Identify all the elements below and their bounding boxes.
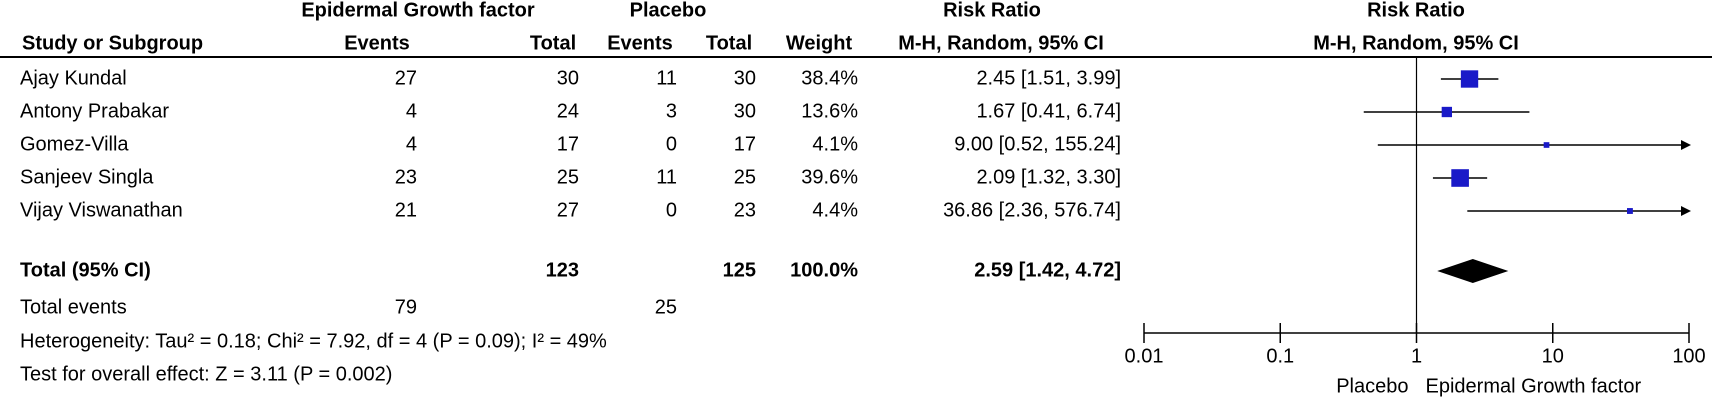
events2: 11 xyxy=(656,67,677,89)
events1: 23 xyxy=(395,166,417,188)
events1: 27 xyxy=(395,67,417,89)
events2: 11 xyxy=(656,166,677,188)
ci-arrow xyxy=(1681,206,1691,216)
events2: 0 xyxy=(666,133,677,155)
total1: 30 xyxy=(557,67,579,89)
events1: 4 xyxy=(406,133,417,155)
favours-right: Epidermal Growth factor xyxy=(1426,375,1642,397)
study-name: Sanjeev Singla xyxy=(20,166,154,188)
ci-label: 2.59 [1.42, 4.72] xyxy=(974,259,1121,281)
events1: 79 xyxy=(395,296,417,318)
weight: 4.4% xyxy=(812,199,858,221)
weight: 100.0% xyxy=(790,259,858,281)
group1-header: Epidermal Growth factor xyxy=(301,0,535,21)
effect-header: Risk Ratio xyxy=(943,0,1041,21)
weight: 13.6% xyxy=(801,100,858,122)
column-header: Study or Subgroup xyxy=(22,32,203,54)
total1: 17 xyxy=(557,133,579,155)
total-label: Total (95% CI) xyxy=(20,259,151,281)
ci-label: 36.86 [2.36, 576.74] xyxy=(943,199,1121,221)
total1: 24 xyxy=(557,100,579,122)
study-name: Ajay Kundal xyxy=(20,67,127,89)
events2: 3 xyxy=(666,100,677,122)
weight: 39.6% xyxy=(801,166,858,188)
study-square xyxy=(1441,106,1453,118)
column-header: Total xyxy=(706,32,752,54)
total-events-label: Total events xyxy=(20,296,127,318)
x-tick-label: 0.1 xyxy=(1266,345,1294,367)
column-header: M-H, Random, 95% CI xyxy=(898,32,1104,54)
total1: 25 xyxy=(557,166,579,188)
x-tick-label: 0.01 xyxy=(1125,345,1164,367)
study-square xyxy=(1451,169,1469,187)
ci-label: 2.09 [1.32, 3.30] xyxy=(976,166,1121,188)
study-square xyxy=(1627,208,1633,214)
total2: 25 xyxy=(734,166,756,188)
study-name: Antony Prabakar xyxy=(20,100,169,122)
events1: 4 xyxy=(406,100,417,122)
favours-left: Placebo xyxy=(1336,375,1408,397)
study-square xyxy=(1460,70,1479,88)
column-header: Weight xyxy=(786,32,853,54)
overall-effect: Test for overall effect: Z = 3.11 (P = 0… xyxy=(20,363,392,385)
total1: 123 xyxy=(546,259,579,281)
total1: 27 xyxy=(557,199,579,221)
column-header: Events xyxy=(607,32,673,54)
total2: 17 xyxy=(734,133,756,155)
weight: 4.1% xyxy=(812,133,858,155)
total2: 23 xyxy=(734,199,756,221)
ci-arrow xyxy=(1681,140,1691,150)
x-tick-label: 10 xyxy=(1542,345,1564,367)
total2: 125 xyxy=(723,259,756,281)
ci-label: 1.67 [0.41, 6.74] xyxy=(976,100,1121,122)
study-name: Vijay Viswanathan xyxy=(20,199,183,221)
events1: 21 xyxy=(395,199,417,221)
weight: 38.4% xyxy=(801,67,858,89)
group2-header: Placebo xyxy=(630,0,707,21)
total-diamond xyxy=(1437,259,1509,283)
x-tick-label: 100 xyxy=(1672,345,1705,367)
heterogeneity: Heterogeneity: Tau² = 0.18; Chi² = 7.92,… xyxy=(20,330,607,352)
study-name: Gomez-Villa xyxy=(20,133,129,155)
ci-label: 9.00 [0.52, 155.24] xyxy=(954,133,1121,155)
column-header: Total xyxy=(530,32,576,54)
total2: 30 xyxy=(734,100,756,122)
study-square xyxy=(1543,142,1550,148)
events2: 0 xyxy=(666,199,677,221)
plot-header: Risk Ratio xyxy=(1367,0,1465,21)
x-tick-label: 1 xyxy=(1411,345,1422,367)
total2: 30 xyxy=(734,67,756,89)
column-header: M-H, Random, 95% CI xyxy=(1313,32,1519,54)
ci-label: 2.45 [1.51, 3.99] xyxy=(976,67,1121,89)
column-header: Events xyxy=(344,32,410,54)
events2: 25 xyxy=(655,296,677,318)
